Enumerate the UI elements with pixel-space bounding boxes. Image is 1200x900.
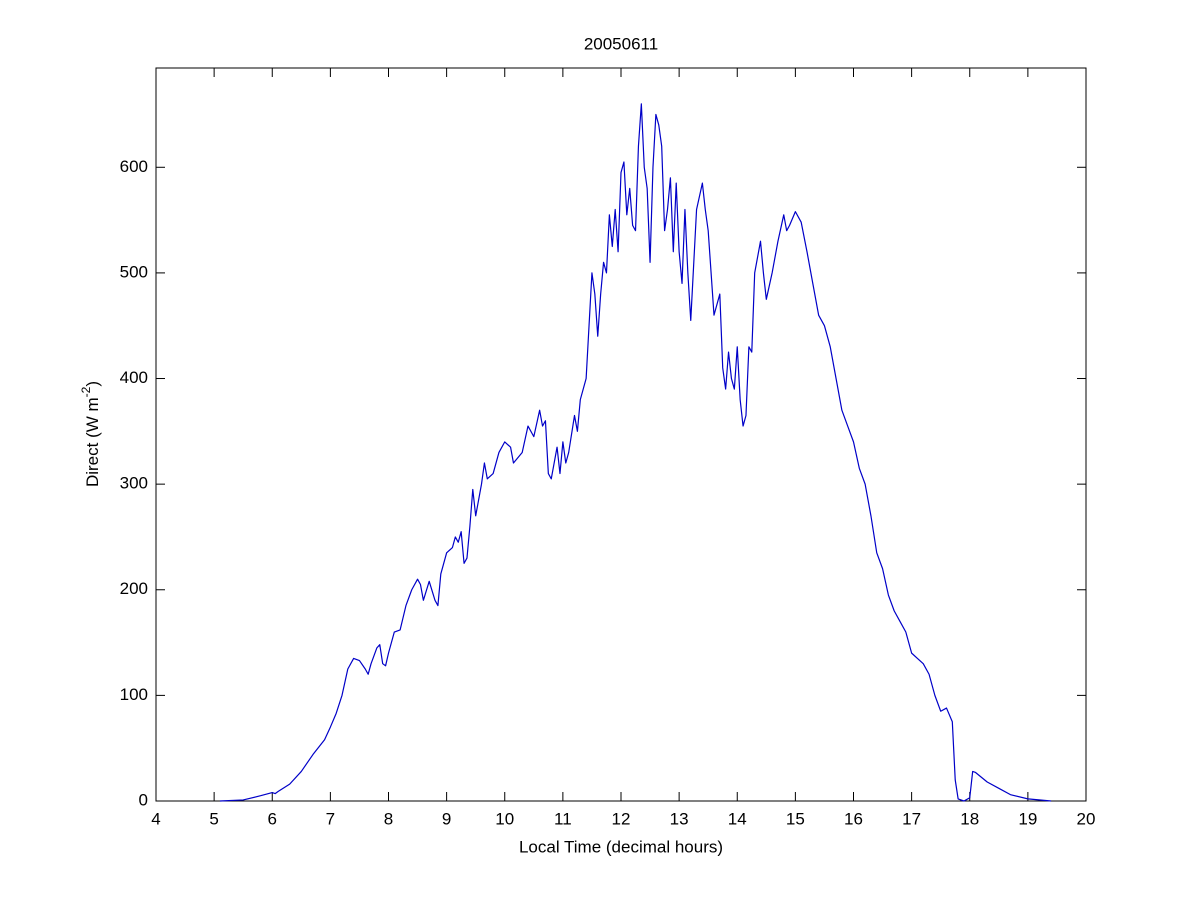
y-axis-label: Direct (W m-2) [79,381,102,487]
x-tick-label: 10 [495,809,514,828]
x-tick-label: 20 [1077,809,1096,828]
x-tick-label: 18 [960,809,979,828]
y-tick-label: 0 [139,790,148,809]
y-tick-label: 200 [120,579,148,598]
y-label-superscript: -2 [79,386,93,397]
x-tick-label: 19 [1018,809,1037,828]
y-tick-label: 600 [120,157,148,176]
x-tick-label: 12 [612,809,631,828]
x-tick-label: 4 [151,809,160,828]
x-tick-label: 5 [209,809,218,828]
y-tick-label: 300 [120,474,148,493]
y-label-text: Direct (W m [83,397,102,487]
plot-box [155,67,1087,802]
x-tick-label: 9 [442,809,451,828]
x-tick-label: 8 [384,809,393,828]
x-tick-label: 6 [268,809,277,828]
y-label-suffix: ) [83,381,102,387]
x-tick-label: 14 [728,809,747,828]
x-tick-label: 13 [670,809,689,828]
x-tick-label: 15 [786,809,805,828]
y-tick-label: 100 [120,685,148,704]
x-tick-label: 17 [902,809,921,828]
x-axis-label: Local Time (decimal hours) [519,837,723,856]
y-tick-label: 500 [120,262,148,281]
x-tick-label: 7 [326,809,335,828]
x-tick-label: 16 [844,809,863,828]
y-tick-label: 400 [120,368,148,387]
x-tick-label: 11 [554,809,572,828]
data-line [219,103,1052,802]
chart-title: 20050611 [584,34,658,53]
